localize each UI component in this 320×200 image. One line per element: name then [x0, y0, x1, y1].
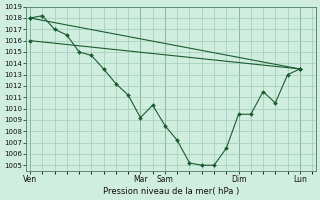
X-axis label: Pression niveau de la mer( hPa ): Pression niveau de la mer( hPa ) [103, 187, 239, 196]
